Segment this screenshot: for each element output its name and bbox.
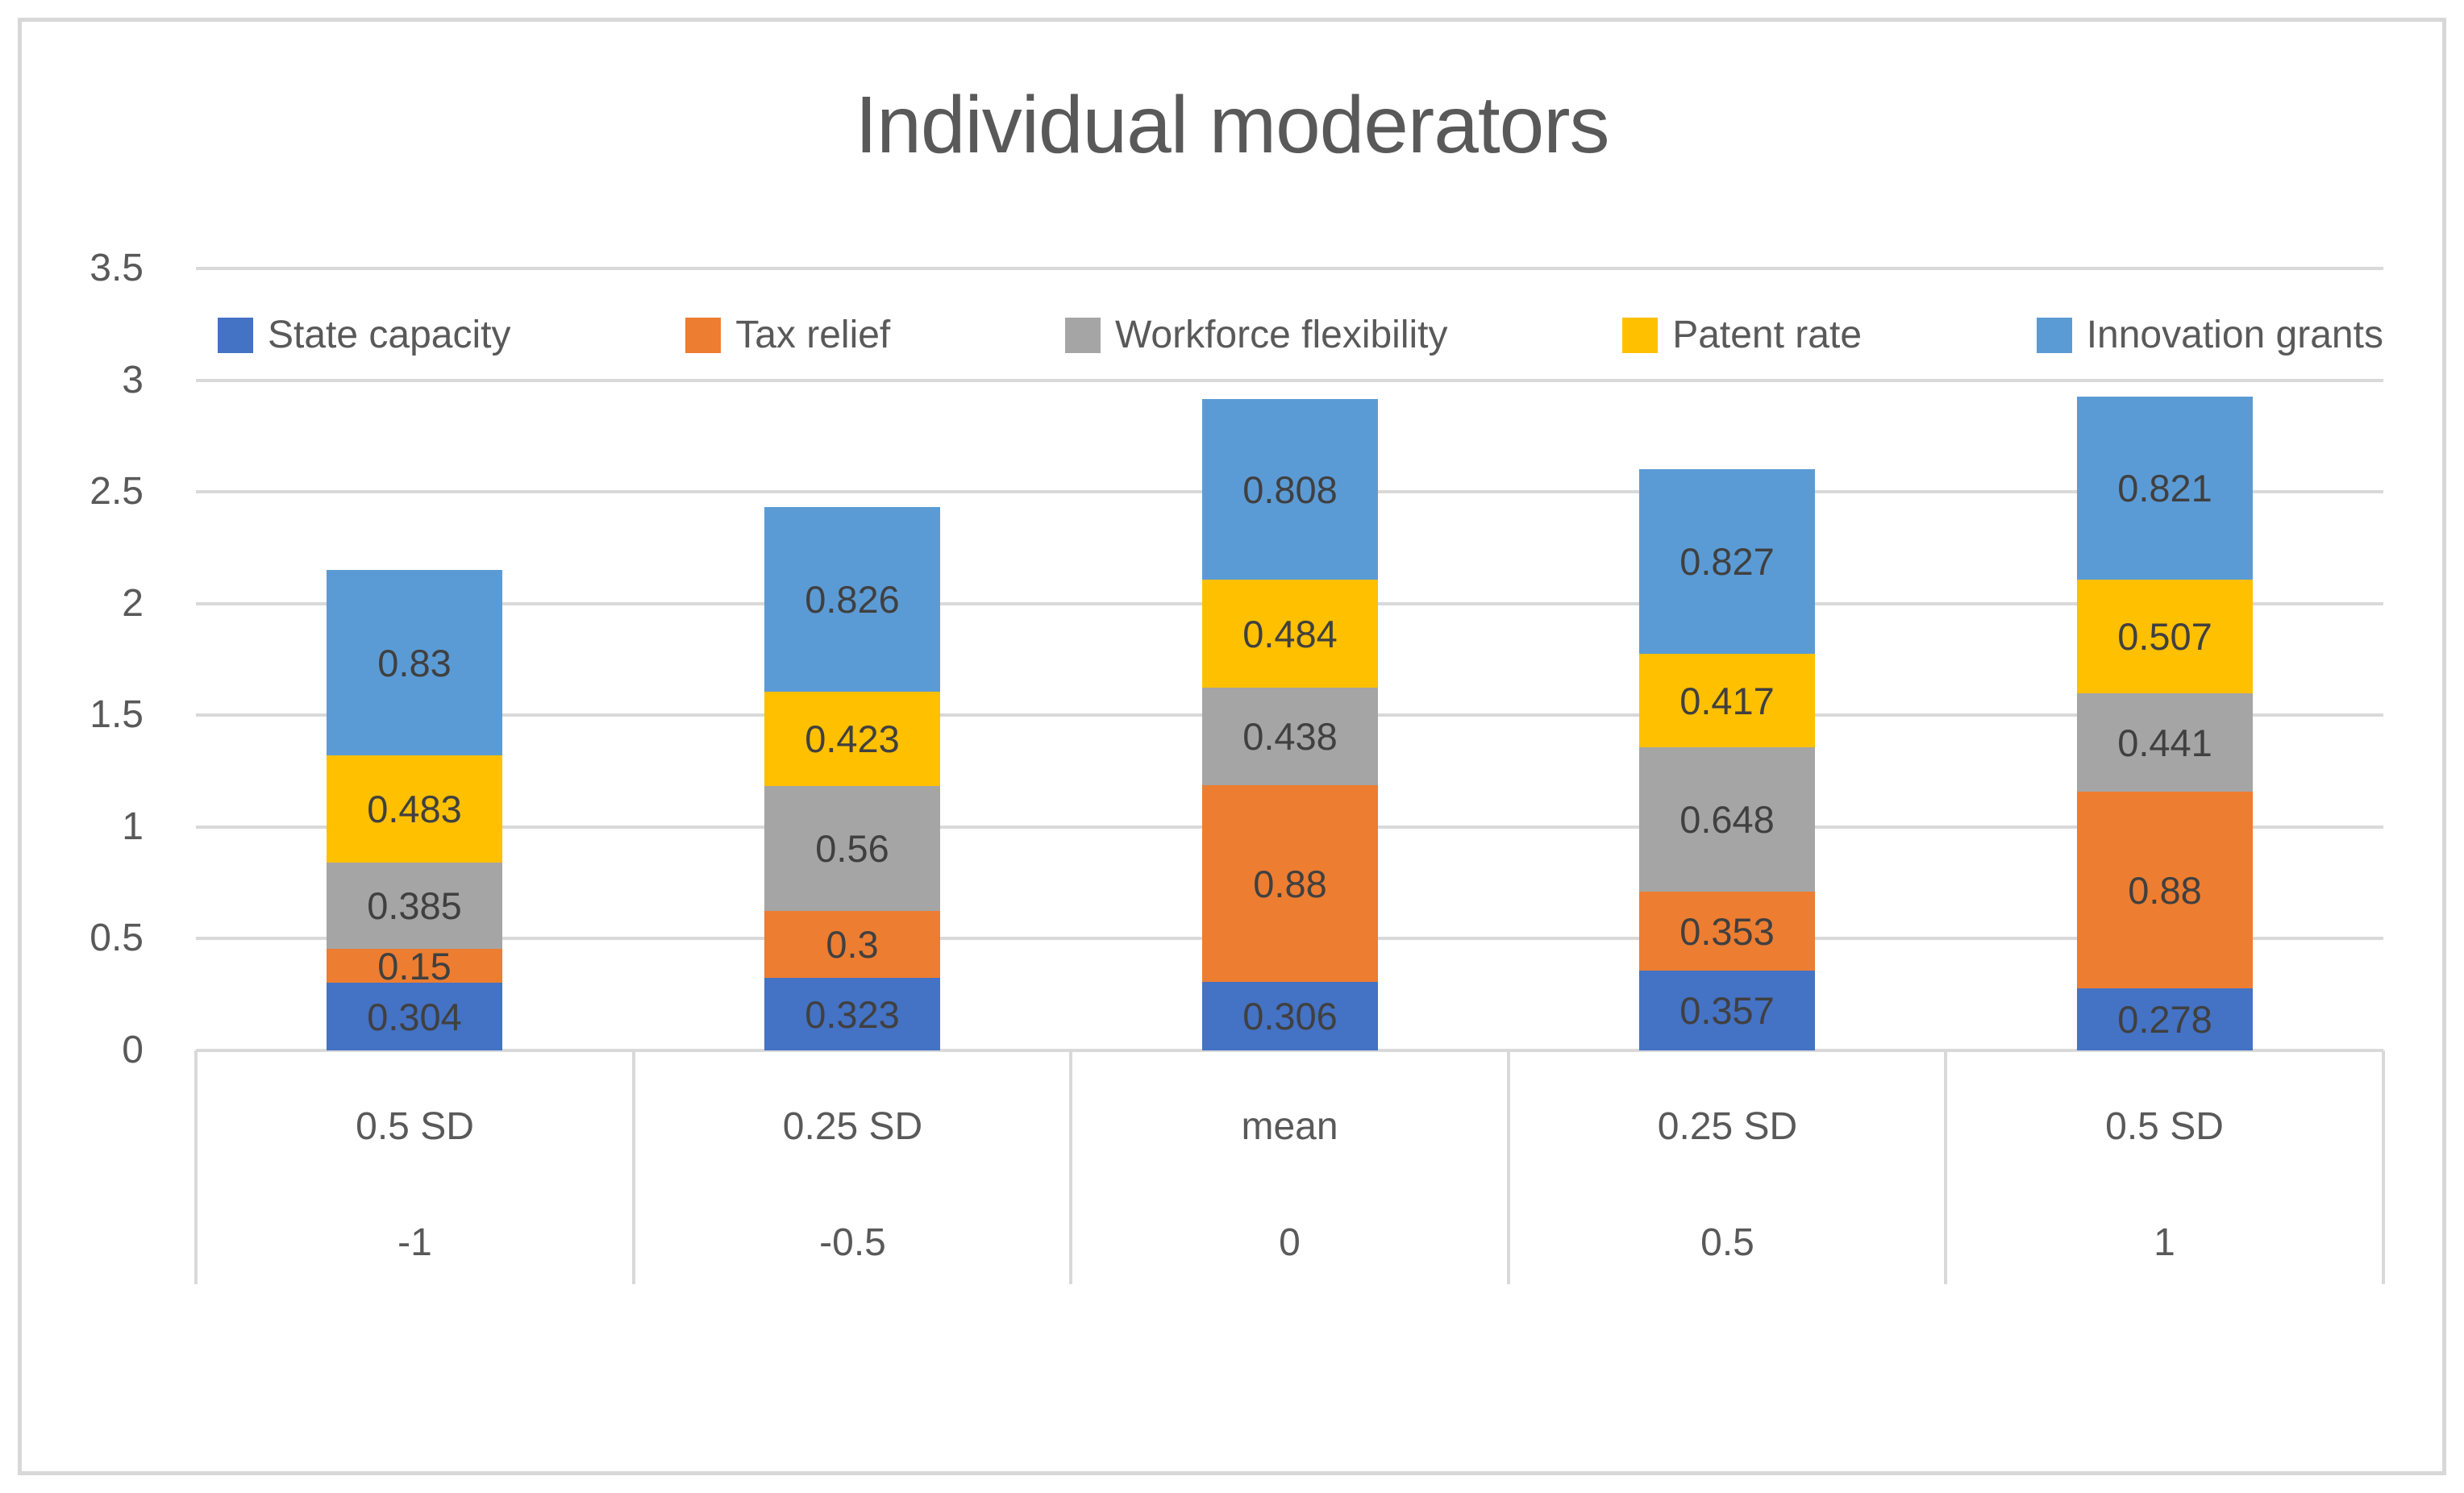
y-axis-tick-label: 1 [122,805,144,848]
x-axis-category-label: 0.25 SD [1657,1105,1798,1148]
y-axis-tick-label: 2 [122,582,144,625]
bar-data-label: 0.56 [815,827,889,870]
x-axis-category-sublabel: -1 [397,1221,432,1264]
bar-segment: 0.423 [764,692,940,786]
legend: State capacity Tax relief Workforce flexib… [218,313,2383,357]
x-axis-category-label: 0.25 SD [782,1105,923,1148]
bar-data-label: 0.484 [1242,612,1338,655]
x-axis-category-sublabel: 0 [1279,1221,1301,1264]
x-axis-separator [194,1050,198,1284]
bar-data-label: 0.278 [2117,998,2212,1041]
legend-item: Innovation grants [2036,313,2383,357]
legend-label: Innovation grants [2086,314,2383,356]
legend-swatch-icon [218,317,253,353]
bar-segment: 0.83 [327,570,502,755]
legend-label: Workforce flexibility [1114,314,1448,356]
legend-swatch-icon [2036,317,2072,353]
bar-segment: 0.648 [1639,747,1815,892]
y-axis-tick-label: 3.5 [89,247,144,289]
x-axis-separator [1069,1050,1072,1284]
bar-segment: 0.417 [1639,654,1815,747]
bar-segment: 0.88 [1202,785,1378,982]
bar-data-label: 0.423 [805,717,900,760]
bar-data-label: 0.417 [1679,679,1775,722]
bar-segment: 0.826 [764,507,940,692]
x-axis-separator [1944,1050,1947,1284]
bar-data-label: 0.306 [1242,995,1338,1038]
bar-segment: 0.88 [2077,792,2253,988]
y-axis-tick-label: 2.5 [89,470,144,513]
bar-segment: 0.385 [327,863,502,949]
bar-segment: 0.438 [1202,688,1378,785]
y-axis-tick-label: 1.5 [89,693,144,736]
gridline [196,379,2383,382]
bar-data-label: 0.15 [377,944,452,988]
bar-data-label: 0.3 [826,923,879,966]
legend-item: Workforce flexibility [1064,313,1448,357]
bar-data-label: 0.357 [1679,989,1775,1032]
gridline [196,267,2383,270]
bar-data-label: 0.323 [805,992,900,1036]
legend-swatch-icon [685,317,722,353]
legend-swatch-icon [1622,317,1659,353]
bar-data-label: 0.827 [1679,540,1775,583]
legend-label: Tax relief [735,314,891,356]
chart-title: Individual moderators [855,80,1609,170]
bar-segment: 0.484 [1202,580,1378,688]
x-axis-category-sublabel: 1 [2154,1221,2175,1264]
bar-data-label: 0.438 [1242,715,1338,758]
bar-data-label: 0.83 [377,641,452,684]
bar-segment: 0.306 [1202,982,1378,1050]
x-axis-category-sublabel: 0.5 [1700,1221,1754,1264]
bar-segment: 0.827 [1639,469,1815,654]
bar-data-label: 0.88 [2128,868,2202,912]
bar-data-label: 0.385 [367,884,462,927]
bar-data-label: 0.821 [2117,467,2212,509]
bar-segment: 0.483 [327,755,502,863]
y-axis-tick-label: 3 [122,359,144,401]
legend-item: State capacity [218,313,511,357]
bar-segment: 0.821 [2077,397,2253,580]
legend-swatch-icon [1064,317,1101,353]
bar-data-label: 0.648 [1679,798,1775,841]
x-axis-category-label: 0.5 SD [356,1105,474,1148]
bar-segment: 0.353 [1639,892,1815,971]
y-axis-tick-label: 0.5 [89,917,144,959]
bar-data-label: 0.507 [2117,615,2212,658]
x-axis-line [196,1049,2383,1052]
bar-segment: 0.323 [764,978,940,1050]
bar-data-label: 0.88 [1253,862,1327,905]
bar-segment: 0.357 [1639,971,1815,1050]
x-axis-category-sublabel: -0.5 [819,1221,886,1264]
bar-segment: 0.808 [1202,399,1378,580]
x-axis-separator [632,1050,635,1284]
bar-data-label: 0.483 [367,788,462,830]
legend-label: Patent rate [1672,314,1863,356]
bar-data-label: 0.304 [367,995,462,1038]
chart-frame [18,18,2446,1475]
y-axis-tick-label: 0 [122,1029,144,1071]
bar-data-label: 0.441 [2117,721,2212,764]
bar-data-label: 0.808 [1242,468,1338,511]
legend-item: Patent rate [1622,313,1862,357]
bar-segment: 0.56 [764,786,940,911]
x-axis-category-label: 0.5 SD [2105,1105,2224,1148]
legend-item: Tax relief [685,313,890,357]
legend-label: State capacity [268,314,511,356]
bar-segment: 0.507 [2077,580,2253,693]
bar-segment: 0.278 [2077,988,2253,1050]
bar-segment: 0.304 [327,983,502,1050]
x-axis-category-label: mean [1241,1105,1338,1148]
bar-segment: 0.3 [764,911,940,978]
bar-data-label: 0.826 [805,578,900,621]
bar-segment: 0.441 [2077,693,2253,792]
x-axis-separator [1507,1050,1510,1284]
bar-data-label: 0.353 [1679,909,1775,953]
x-axis-separator [2382,1050,2385,1284]
bar-segment: 0.15 [327,945,502,988]
